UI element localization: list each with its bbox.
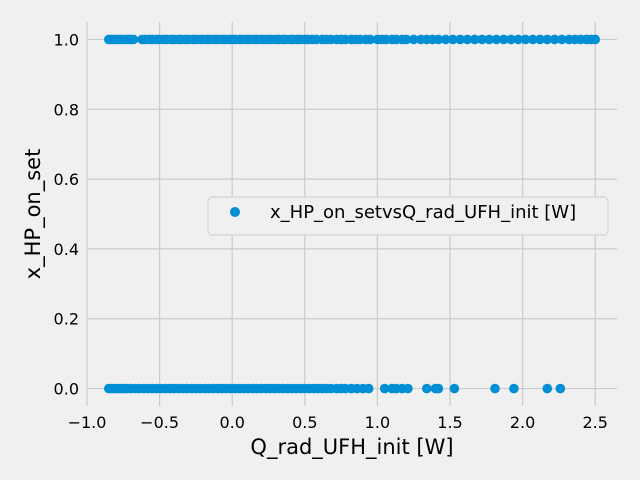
x-tick-label: 1.5	[437, 413, 462, 432]
data-point	[363, 383, 374, 394]
data-point	[542, 34, 553, 45]
data-point	[433, 383, 444, 394]
x-tick-label: 2.5	[582, 413, 607, 432]
data-point	[555, 383, 566, 394]
data-point	[527, 34, 538, 45]
data-point	[491, 34, 502, 45]
x-tick-label: 1.0	[365, 413, 390, 432]
legend-box	[207, 196, 609, 236]
data-point	[433, 34, 444, 45]
data-point	[484, 34, 495, 45]
data-points	[103, 34, 601, 394]
x-axis-label: Q_rad_UFH_init [W]	[250, 435, 453, 460]
data-point	[440, 34, 451, 45]
x-tick-label: −0.5	[140, 413, 179, 432]
x-tick-label: 0.0	[219, 413, 244, 432]
data-point	[421, 383, 432, 394]
x-tick-labels: −1.0 −0.5 0.0 0.5 1.0 1.5 2.0 2.5	[68, 413, 608, 432]
data-point	[469, 34, 480, 45]
x-tick-label: −1.0	[68, 413, 107, 432]
data-point	[542, 383, 553, 394]
data-point	[365, 34, 375, 45]
data-point	[448, 34, 458, 45]
legend-label: x_HP_on_setvsQ_rad_UFH_init [W]	[270, 202, 576, 223]
legend: x_HP_on_setvsQ_rad_UFH_init [W]	[207, 196, 609, 236]
data-point	[557, 34, 567, 45]
y-tick-labels: 0.0 0.2 0.4 0.6 0.8 1.0	[54, 30, 79, 398]
data-point	[449, 383, 460, 394]
data-point	[128, 34, 139, 45]
y-tick-label: 0.2	[54, 310, 79, 329]
data-point	[535, 34, 545, 45]
y-tick-label: 0.8	[54, 100, 79, 119]
data-point	[513, 34, 524, 45]
data-point	[401, 34, 412, 45]
y-axis-label: x_HP_on_set	[21, 149, 46, 280]
data-point	[455, 34, 465, 45]
data-point	[590, 34, 601, 45]
data-point	[520, 34, 531, 45]
x-tick-label: 0.5	[292, 413, 317, 432]
data-point	[498, 34, 509, 45]
data-point	[408, 34, 419, 45]
data-point	[403, 383, 413, 394]
data-point	[379, 383, 390, 394]
y-tick-label: 0.0	[54, 380, 79, 399]
y-tick-label: 1.0	[54, 30, 79, 49]
data-point	[549, 34, 560, 45]
data-point	[506, 34, 516, 45]
legend-marker	[230, 207, 240, 217]
y-tick-label: 0.4	[54, 240, 79, 259]
data-point	[490, 383, 500, 394]
data-point	[509, 383, 519, 394]
data-point	[462, 34, 473, 45]
data-point	[477, 34, 487, 45]
x-tick-label: 2.0	[510, 413, 535, 432]
y-tick-label: 0.6	[54, 170, 79, 189]
